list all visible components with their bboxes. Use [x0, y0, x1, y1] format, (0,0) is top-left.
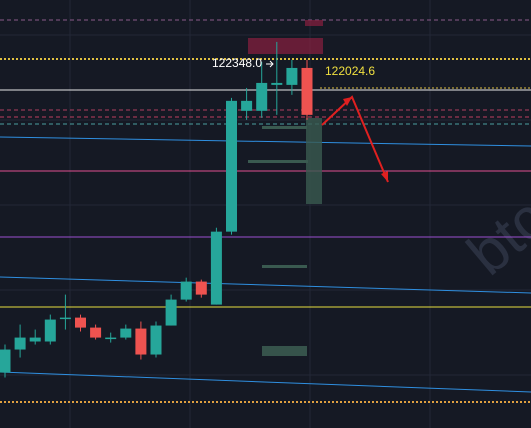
candle-body [271, 82, 283, 85]
candle-body [195, 281, 207, 295]
last-price-label: 122024.6 [325, 64, 375, 78]
candle-body [14, 337, 26, 350]
candle-body [59, 317, 71, 320]
candle-body [29, 337, 41, 342]
candle-body [256, 82, 268, 111]
candle-body [286, 67, 298, 85]
candle-body [165, 299, 177, 326]
candles [0, 41, 313, 378]
high-arrow [266, 60, 274, 68]
candle-body [120, 328, 132, 338]
candle-body [226, 100, 237, 232]
high-label: 122348.0 [212, 56, 262, 70]
candle-body [180, 281, 192, 300]
candle-body [44, 319, 56, 342]
candle-body [105, 337, 117, 340]
candle-body [150, 325, 162, 355]
candle-body [210, 231, 222, 305]
candle-body [0, 349, 11, 373]
candle-body [301, 67, 313, 115]
candle-body [90, 327, 102, 338]
candle-body [75, 317, 86, 328]
candle-body [241, 100, 253, 111]
candle-body [135, 328, 147, 355]
